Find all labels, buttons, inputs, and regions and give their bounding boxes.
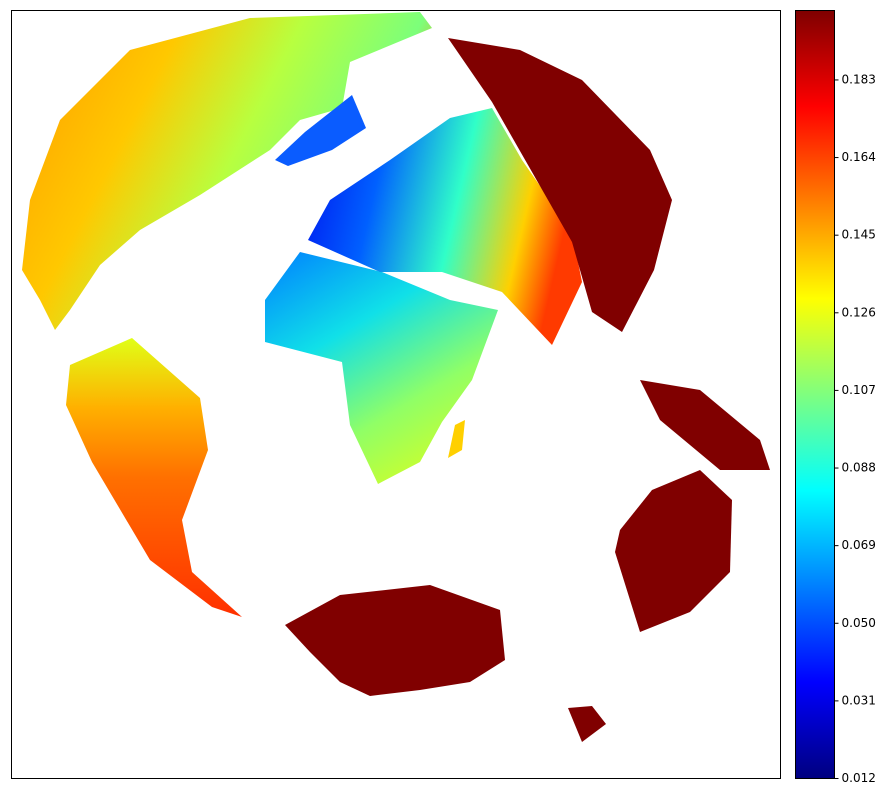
australia — [615, 470, 732, 632]
eurasia-west — [308, 108, 582, 345]
new-zealand — [568, 706, 606, 742]
asia-east — [448, 38, 672, 332]
indonesia — [640, 380, 770, 470]
colorbar-gradient — [795, 10, 835, 779]
colorbar-tick-label: 0.145 — [842, 228, 876, 242]
colorbar-tick-label: 0.126 — [842, 305, 876, 319]
africa — [265, 252, 498, 484]
colorbar-tick-label: 0.031 — [842, 693, 876, 707]
north-america — [22, 12, 432, 330]
madagascar — [448, 420, 465, 458]
map — [11, 10, 781, 779]
colorbar-tick-label: 0.050 — [842, 616, 876, 630]
colorbar-tick-label: 0.183 — [842, 72, 876, 86]
colorbar-tick-label: 0.012 — [842, 771, 876, 785]
colorbar-tick-label: 0.164 — [842, 150, 876, 164]
greenland — [275, 95, 366, 166]
colorbar-tick-label: 0.107 — [842, 383, 876, 397]
antarctica — [285, 585, 505, 696]
colorbar: 0.012 0.031 0.050 0.069 0.088 0.107 0.126 0.145… — [795, 10, 876, 785]
colorbar-tick-label: 0.088 — [842, 461, 876, 475]
colorbar-tick-label: 0.069 — [842, 538, 876, 552]
south-america — [66, 338, 242, 617]
